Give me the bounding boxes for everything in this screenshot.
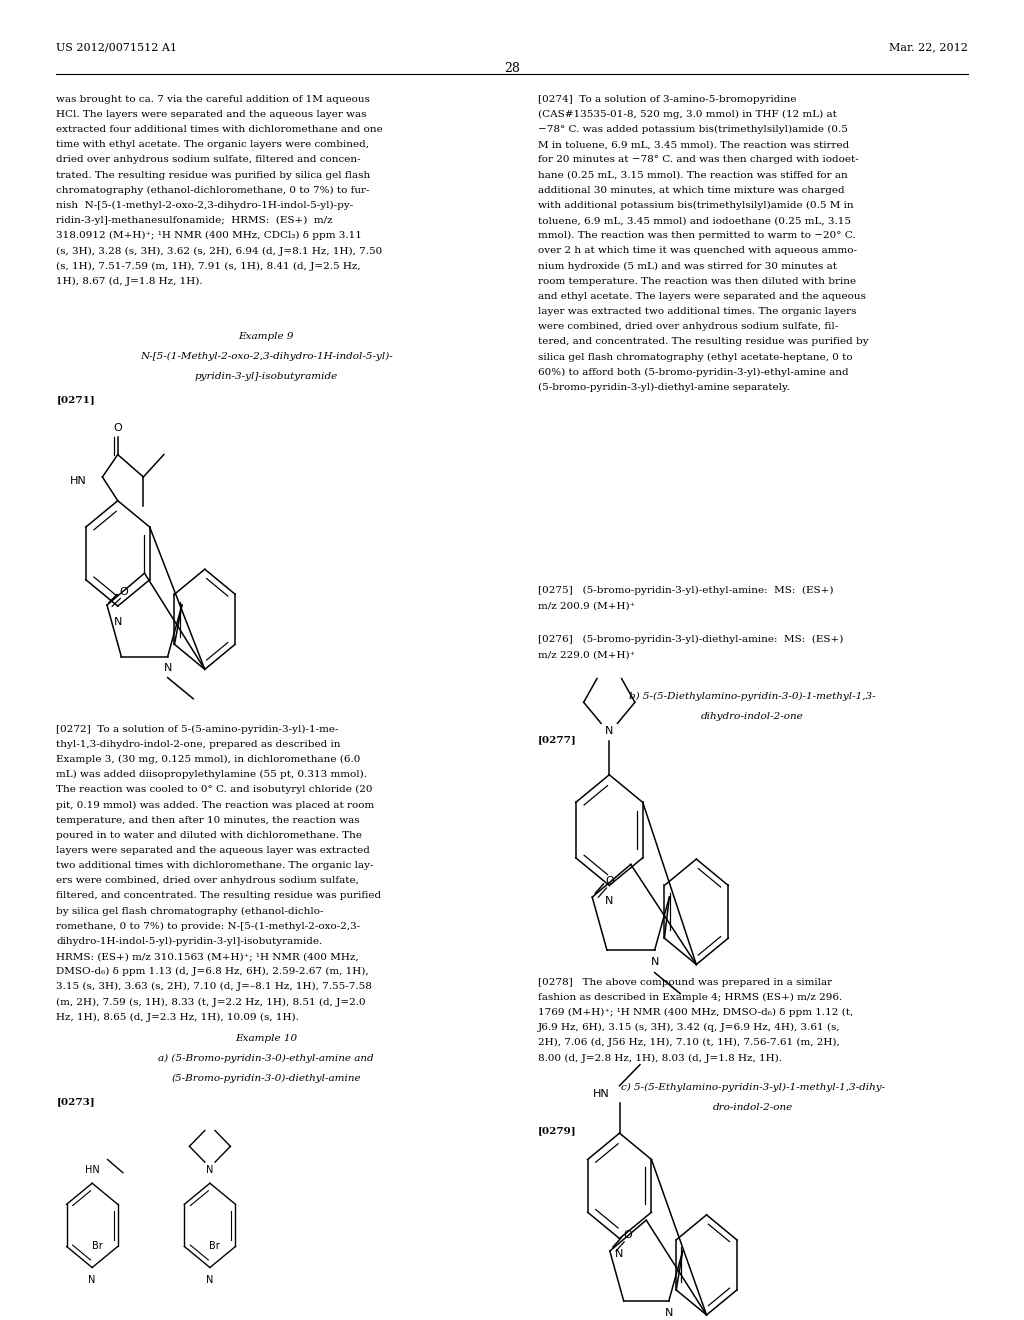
Text: by silica gel flash chromatography (ethanol-dichlo-: by silica gel flash chromatography (etha…: [56, 907, 324, 916]
Text: additional 30 minutes, at which time mixture was charged: additional 30 minutes, at which time mix…: [538, 186, 844, 195]
Text: ers were combined, dried over anhydrous sodium sulfate,: ers were combined, dried over anhydrous …: [56, 876, 359, 886]
Text: 60%) to afford both (5-bromo-pyridin-3-yl)-ethyl-amine and: 60%) to afford both (5-bromo-pyridin-3-y…: [538, 367, 848, 376]
Text: N: N: [605, 726, 613, 737]
Text: nium hydroxide (5 mL) and was stirred for 30 minutes at: nium hydroxide (5 mL) and was stirred fo…: [538, 261, 837, 271]
Text: [0279]: [0279]: [538, 1126, 577, 1135]
Text: Br: Br: [209, 1242, 220, 1251]
Text: N: N: [164, 663, 172, 673]
Text: (5-Bromo-pyridin-3-0)-diethyl-amine: (5-Bromo-pyridin-3-0)-diethyl-amine: [171, 1074, 361, 1082]
Text: 1769 (M+H)⁺; ¹H NMR (400 MHz, DMSO-d₆) δ ppm 1.12 (t,: 1769 (M+H)⁺; ¹H NMR (400 MHz, DMSO-d₆) δ…: [538, 1008, 853, 1018]
Text: a) (5-Bromo-pyridin-3-0)-ethyl-amine and: a) (5-Bromo-pyridin-3-0)-ethyl-amine and: [159, 1055, 374, 1063]
Text: were combined, dried over anhydrous sodium sulfate, fil-: were combined, dried over anhydrous sodi…: [538, 322, 838, 331]
Text: for 20 minutes at −78° C. and was then charged with iodoet-: for 20 minutes at −78° C. and was then c…: [538, 156, 858, 165]
Text: −78° C. was added potassium bis(trimethylsilyl)amide (0.5: −78° C. was added potassium bis(trimethy…: [538, 125, 848, 135]
Text: two additional times with dichloromethane. The organic lay-: two additional times with dichloromethan…: [56, 861, 374, 870]
Text: [0277]: [0277]: [538, 735, 577, 744]
Text: [0271]: [0271]: [56, 395, 95, 404]
Text: N: N: [206, 1166, 214, 1175]
Text: dro-indol-2-one: dro-indol-2-one: [713, 1102, 793, 1111]
Text: [0275]   (5-bromo-pyridin-3-yl)-ethyl-amine:  MS:  (ES+): [0275] (5-bromo-pyridin-3-yl)-ethyl-amin…: [538, 586, 834, 595]
Text: [0278]   The above compound was prepared in a similar: [0278] The above compound was prepared i…: [538, 978, 831, 986]
Text: M in toluene, 6.9 mL, 3.45 mmol). The reaction was stirred: M in toluene, 6.9 mL, 3.45 mmol). The re…: [538, 140, 849, 149]
Text: [0274]  To a solution of 3-amino-5-bromopyridine: [0274] To a solution of 3-amino-5-bromop…: [538, 95, 796, 104]
Text: with additional potassium bis(trimethylsilyl)amide (0.5 M in: with additional potassium bis(trimethyls…: [538, 201, 853, 210]
Text: (m, 2H), 7.59 (s, 1H), 8.33 (t, J=2.2 Hz, 1H), 8.51 (d, J=2.0: (m, 2H), 7.59 (s, 1H), 8.33 (t, J=2.2 Hz…: [56, 998, 366, 1007]
Text: DMSO-d₆) δ ppm 1.13 (d, J=6.8 Hz, 6H), 2.59-2.67 (m, 1H),: DMSO-d₆) δ ppm 1.13 (d, J=6.8 Hz, 6H), 2…: [56, 968, 369, 977]
Text: room temperature. The reaction was then diluted with brine: room temperature. The reaction was then …: [538, 277, 856, 285]
Text: HN: HN: [85, 1166, 99, 1175]
Text: toluene, 6.9 mL, 3.45 mmol) and iodoethane (0.25 mL, 3.15: toluene, 6.9 mL, 3.45 mmol) and iodoetha…: [538, 216, 851, 226]
Text: chromatography (ethanol-dichloromethane, 0 to 7%) to fur-: chromatography (ethanol-dichloromethane,…: [56, 186, 370, 195]
Text: HCl. The layers were separated and the aqueous layer was: HCl. The layers were separated and the a…: [56, 110, 367, 119]
Text: Example 9: Example 9: [239, 333, 294, 341]
Text: O: O: [119, 587, 128, 597]
Text: hane (0.25 mL, 3.15 mmol). The reaction was stiffed for an: hane (0.25 mL, 3.15 mmol). The reaction …: [538, 170, 847, 180]
Text: layer was extracted two additional times. The organic layers: layer was extracted two additional times…: [538, 308, 856, 315]
Text: filtered, and concentrated. The resulting residue was purified: filtered, and concentrated. The resultin…: [56, 891, 382, 900]
Text: HN: HN: [71, 477, 87, 486]
Text: 1H), 8.67 (d, J=1.8 Hz, 1H).: 1H), 8.67 (d, J=1.8 Hz, 1H).: [56, 277, 203, 286]
Text: 318.0912 (M+H)⁺; ¹H NMR (400 MHz, CDCl₃) δ ppm 3.11: 318.0912 (M+H)⁺; ¹H NMR (400 MHz, CDCl₃)…: [56, 231, 362, 240]
Text: fashion as described in Example 4; HRMS (ES+) m/z 296.: fashion as described in Example 4; HRMS …: [538, 993, 842, 1002]
Text: [0276]   (5-bromo-pyridin-3-yl)-diethyl-amine:  MS:  (ES+): [0276] (5-bromo-pyridin-3-yl)-diethyl-am…: [538, 635, 843, 644]
Text: N: N: [114, 616, 122, 627]
Text: O: O: [624, 1230, 632, 1241]
Text: thyl-1,3-dihydro-indol-2-one, prepared as described in: thyl-1,3-dihydro-indol-2-one, prepared a…: [56, 739, 341, 748]
Text: [0272]  To a solution of 5-(5-amino-pyridin-3-yl)-1-me-: [0272] To a solution of 5-(5-amino-pyrid…: [56, 725, 339, 734]
Text: and ethyl acetate. The layers were separated and the aqueous: and ethyl acetate. The layers were separ…: [538, 292, 865, 301]
Text: ridin-3-yl]-methanesulfonamide;  HRMS:  (ES+)  m/z: ridin-3-yl]-methanesulfonamide; HRMS: (E…: [56, 216, 333, 226]
Text: mmol). The reaction was then permitted to warm to −20° C.: mmol). The reaction was then permitted t…: [538, 231, 855, 240]
Text: US 2012/0071512 A1: US 2012/0071512 A1: [56, 42, 177, 53]
Text: Hz, 1H), 8.65 (d, J=2.3 Hz, 1H), 10.09 (s, 1H).: Hz, 1H), 8.65 (d, J=2.3 Hz, 1H), 10.09 (…: [56, 1012, 299, 1022]
Text: Example 3, (30 mg, 0.125 mmol), in dichloromethane (6.0: Example 3, (30 mg, 0.125 mmol), in dichl…: [56, 755, 360, 764]
Text: Mar. 22, 2012: Mar. 22, 2012: [889, 42, 968, 53]
Text: over 2 h at which time it was quenched with aqueous ammo-: over 2 h at which time it was quenched w…: [538, 247, 857, 255]
Text: was brought to ca. 7 via the careful addition of 1M aqueous: was brought to ca. 7 via the careful add…: [56, 95, 371, 104]
Text: pit, 0.19 mmol) was added. The reaction was placed at room: pit, 0.19 mmol) was added. The reaction …: [56, 800, 375, 809]
Text: extracted four additional times with dichloromethane and one: extracted four additional times with dic…: [56, 125, 383, 135]
Text: (5-bromo-pyridin-3-yl)-diethyl-amine separately.: (5-bromo-pyridin-3-yl)-diethyl-amine sep…: [538, 383, 790, 392]
Text: pyridin-3-yl]-isobutyramide: pyridin-3-yl]-isobutyramide: [195, 371, 338, 380]
Text: m/z 229.0 (M+H)⁺: m/z 229.0 (M+H)⁺: [538, 651, 635, 659]
Text: HRMS: (ES+) m/z 310.1563 (M+H)⁺; ¹H NMR (400 MHz,: HRMS: (ES+) m/z 310.1563 (M+H)⁺; ¹H NMR …: [56, 952, 359, 961]
Text: 8.00 (d, J=2.8 Hz, 1H), 8.03 (d, J=1.8 Hz, 1H).: 8.00 (d, J=2.8 Hz, 1H), 8.03 (d, J=1.8 H…: [538, 1053, 781, 1063]
Text: 3.15 (s, 3H), 3.63 (s, 2H), 7.10 (d, J=–8.1 Hz, 1H), 7.55-7.58: 3.15 (s, 3H), 3.63 (s, 2H), 7.10 (d, J=–…: [56, 982, 372, 991]
Text: [0273]: [0273]: [56, 1097, 95, 1106]
Text: c) 5-(5-Ethylamino-pyridin-3-yl)-1-methyl-1,3-dihy-: c) 5-(5-Ethylamino-pyridin-3-yl)-1-methy…: [621, 1084, 885, 1092]
Text: N: N: [665, 1308, 673, 1317]
Text: The reaction was cooled to 0° C. and isobutyryl chloride (20: The reaction was cooled to 0° C. and iso…: [56, 785, 373, 795]
Text: 2H), 7.06 (d, J56 Hz, 1H), 7.10 (t, 1H), 7.56-7.61 (m, 2H),: 2H), 7.06 (d, J56 Hz, 1H), 7.10 (t, 1H),…: [538, 1039, 840, 1047]
Text: dihydro-1H-indol-5-yl)-pyridin-3-yl]-isobutyramide.: dihydro-1H-indol-5-yl)-pyridin-3-yl]-iso…: [56, 937, 323, 946]
Text: dihydro-indol-2-one: dihydro-indol-2-one: [701, 711, 804, 721]
Text: romethane, 0 to 7%) to provide: N-[5-(1-methyl-2-oxo-2,3-: romethane, 0 to 7%) to provide: N-[5-(1-…: [56, 921, 360, 931]
Text: HN: HN: [593, 1089, 609, 1098]
Text: 28: 28: [504, 62, 520, 75]
Text: tered, and concentrated. The resulting residue was purified by: tered, and concentrated. The resulting r…: [538, 338, 868, 346]
Text: N: N: [650, 957, 658, 966]
Text: (s, 3H), 3.28 (s, 3H), 3.62 (s, 2H), 6.94 (d, J=8.1 Hz, 1H), 7.50: (s, 3H), 3.28 (s, 3H), 3.62 (s, 2H), 6.9…: [56, 247, 383, 256]
Text: N: N: [206, 1275, 214, 1286]
Text: temperature, and then after 10 minutes, the reaction was: temperature, and then after 10 minutes, …: [56, 816, 360, 825]
Text: trated. The resulting residue was purified by silica gel flash: trated. The resulting residue was purifi…: [56, 170, 371, 180]
Text: nish  N-[5-(1-methyl-2-oxo-2,3-dihydro-1H-indol-5-yl)-py-: nish N-[5-(1-methyl-2-oxo-2,3-dihydro-1H…: [56, 201, 353, 210]
Text: N: N: [88, 1275, 96, 1286]
Text: N: N: [615, 1249, 624, 1259]
Text: Example 10: Example 10: [236, 1035, 297, 1043]
Text: J6.9 Hz, 6H), 3.15 (s, 3H), 3.42 (q, J=6.9 Hz, 4H), 3.61 (s,: J6.9 Hz, 6H), 3.15 (s, 3H), 3.42 (q, J=6…: [538, 1023, 841, 1032]
Text: Br: Br: [91, 1242, 102, 1251]
Text: O: O: [114, 424, 122, 433]
Text: (s, 1H), 7.51-7.59 (m, 1H), 7.91 (s, 1H), 8.41 (d, J=2.5 Hz,: (s, 1H), 7.51-7.59 (m, 1H), 7.91 (s, 1H)…: [56, 261, 360, 271]
Text: (CAS#13535-01-8, 520 mg, 3.0 mmol) in THF (12 mL) at: (CAS#13535-01-8, 520 mg, 3.0 mmol) in TH…: [538, 110, 837, 119]
Text: dried over anhydrous sodium sulfate, filtered and concen-: dried over anhydrous sodium sulfate, fil…: [56, 156, 360, 165]
Text: O: O: [605, 876, 614, 886]
Text: poured in to water and diluted with dichloromethane. The: poured in to water and diluted with dich…: [56, 830, 362, 840]
Text: m/z 200.9 (M+H)⁺: m/z 200.9 (M+H)⁺: [538, 602, 635, 610]
Text: time with ethyl acetate. The organic layers were combined,: time with ethyl acetate. The organic lay…: [56, 140, 370, 149]
Text: N: N: [605, 896, 613, 906]
Text: silica gel flash chromatography (ethyl acetate-heptane, 0 to: silica gel flash chromatography (ethyl a…: [538, 352, 852, 362]
Text: layers were separated and the aqueous layer was extracted: layers were separated and the aqueous la…: [56, 846, 371, 855]
Text: b) 5-(5-Diethylamino-pyridin-3-0)-1-methyl-1,3-: b) 5-(5-Diethylamino-pyridin-3-0)-1-meth…: [630, 692, 876, 701]
Text: N-[5-(1-Methyl-2-oxo-2,3-dihydro-1H-indol-5-yl)-: N-[5-(1-Methyl-2-oxo-2,3-dihydro-1H-indo…: [140, 352, 392, 360]
Text: mL) was added diisopropylethylamine (55 pt, 0.313 mmol).: mL) was added diisopropylethylamine (55 …: [56, 770, 368, 779]
